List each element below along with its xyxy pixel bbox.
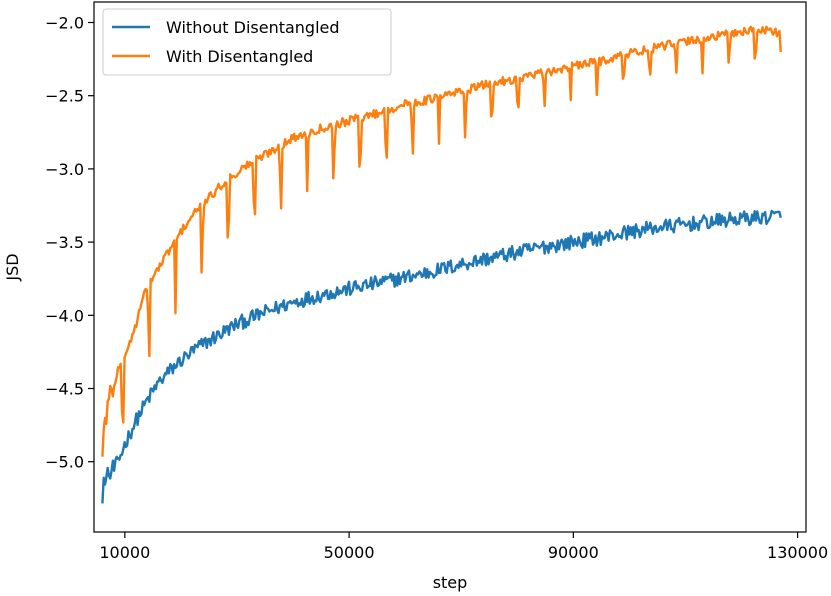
x-tick-label: 10000 <box>99 543 150 562</box>
y-tick-label: −5.0 <box>45 453 84 472</box>
x-tick-label: 130000 <box>767 543 828 562</box>
y-axis-label: JSD <box>3 253 22 281</box>
plot-frame <box>93 1 807 533</box>
x-tick-label: 90000 <box>548 543 599 562</box>
legend-label-with-disentangled: With Disentangled <box>166 47 313 66</box>
y-tick-label: −2.0 <box>45 13 84 32</box>
y-axis: −2.0 −2.5 −3.0 −3.5 −4.0 −4.5 −5.0 <box>45 13 94 472</box>
x-axis-label: step <box>433 573 468 592</box>
series-line-without-disentangled <box>101 209 782 504</box>
series-layer <box>101 25 782 504</box>
x-axis: 10000 50000 90000 130000 <box>99 532 828 562</box>
y-tick-label: −4.5 <box>45 380 84 399</box>
series-line-with-disentangled <box>101 25 782 457</box>
y-tick-label: −2.5 <box>45 87 84 106</box>
y-tick-label: −3.0 <box>45 160 84 179</box>
legend-box <box>102 8 392 76</box>
x-tick-label: 50000 <box>324 543 375 562</box>
y-tick-label: −3.5 <box>45 233 84 252</box>
legend-label-without-disentangled: Without Disentangled <box>166 18 340 37</box>
y-tick-label: −4.0 <box>45 306 84 325</box>
legend: Without Disentangled With Disentangled <box>102 8 392 76</box>
